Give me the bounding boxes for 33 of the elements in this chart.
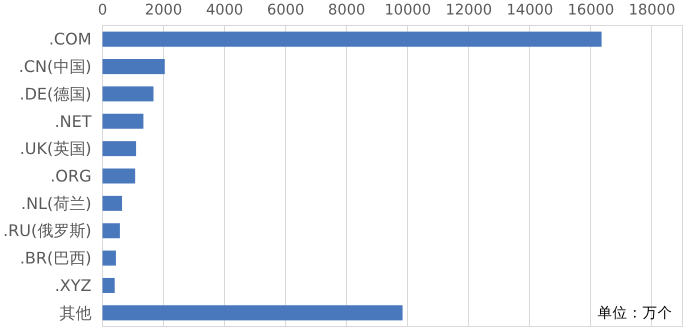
y-tick-label: .COM	[48, 30, 92, 49]
bar	[102, 86, 154, 102]
bar	[102, 114, 144, 129]
x-tick-label: 14000	[506, 2, 554, 18]
y-tick-label: .DE(德国)	[20, 84, 92, 104]
x-tick-label: 10000	[384, 2, 432, 18]
x-tick-label: 0	[98, 2, 108, 18]
bar	[102, 305, 403, 320]
x-tick-label: 4000	[206, 2, 244, 18]
x-tick-label: 16000	[568, 2, 614, 18]
bar	[102, 196, 122, 211]
y-tick-label: .BR(巴西)	[20, 248, 92, 268]
bar	[102, 168, 136, 184]
y-tick-label: .XYZ	[54, 276, 92, 295]
y-tick-label: 其他	[60, 303, 92, 322]
bar	[102, 223, 120, 238]
annotation: 单位：万个	[598, 304, 672, 322]
bar	[102, 250, 116, 266]
y-tick-label: .UK(英国)	[20, 139, 92, 158]
y-tick-label: .NET	[54, 112, 92, 131]
x-tick-label: 8000	[328, 2, 366, 18]
y-tick-label: .ORG	[50, 166, 92, 186]
y-tick-label: .RU(俄罗斯)	[3, 221, 92, 240]
bar	[102, 278, 115, 293]
y-tick-label: .NL(荷兰)	[21, 194, 92, 213]
x-tick-label: 2000	[144, 2, 182, 18]
x-tick-label: 6000	[267, 2, 304, 18]
bar	[102, 32, 602, 47]
x-tick-label: 18000	[628, 2, 676, 18]
x-tick-label: 12000	[446, 2, 492, 18]
bar	[102, 141, 136, 156]
bar	[102, 59, 165, 74]
y-tick-label: .CN(中国)	[18, 57, 92, 76]
